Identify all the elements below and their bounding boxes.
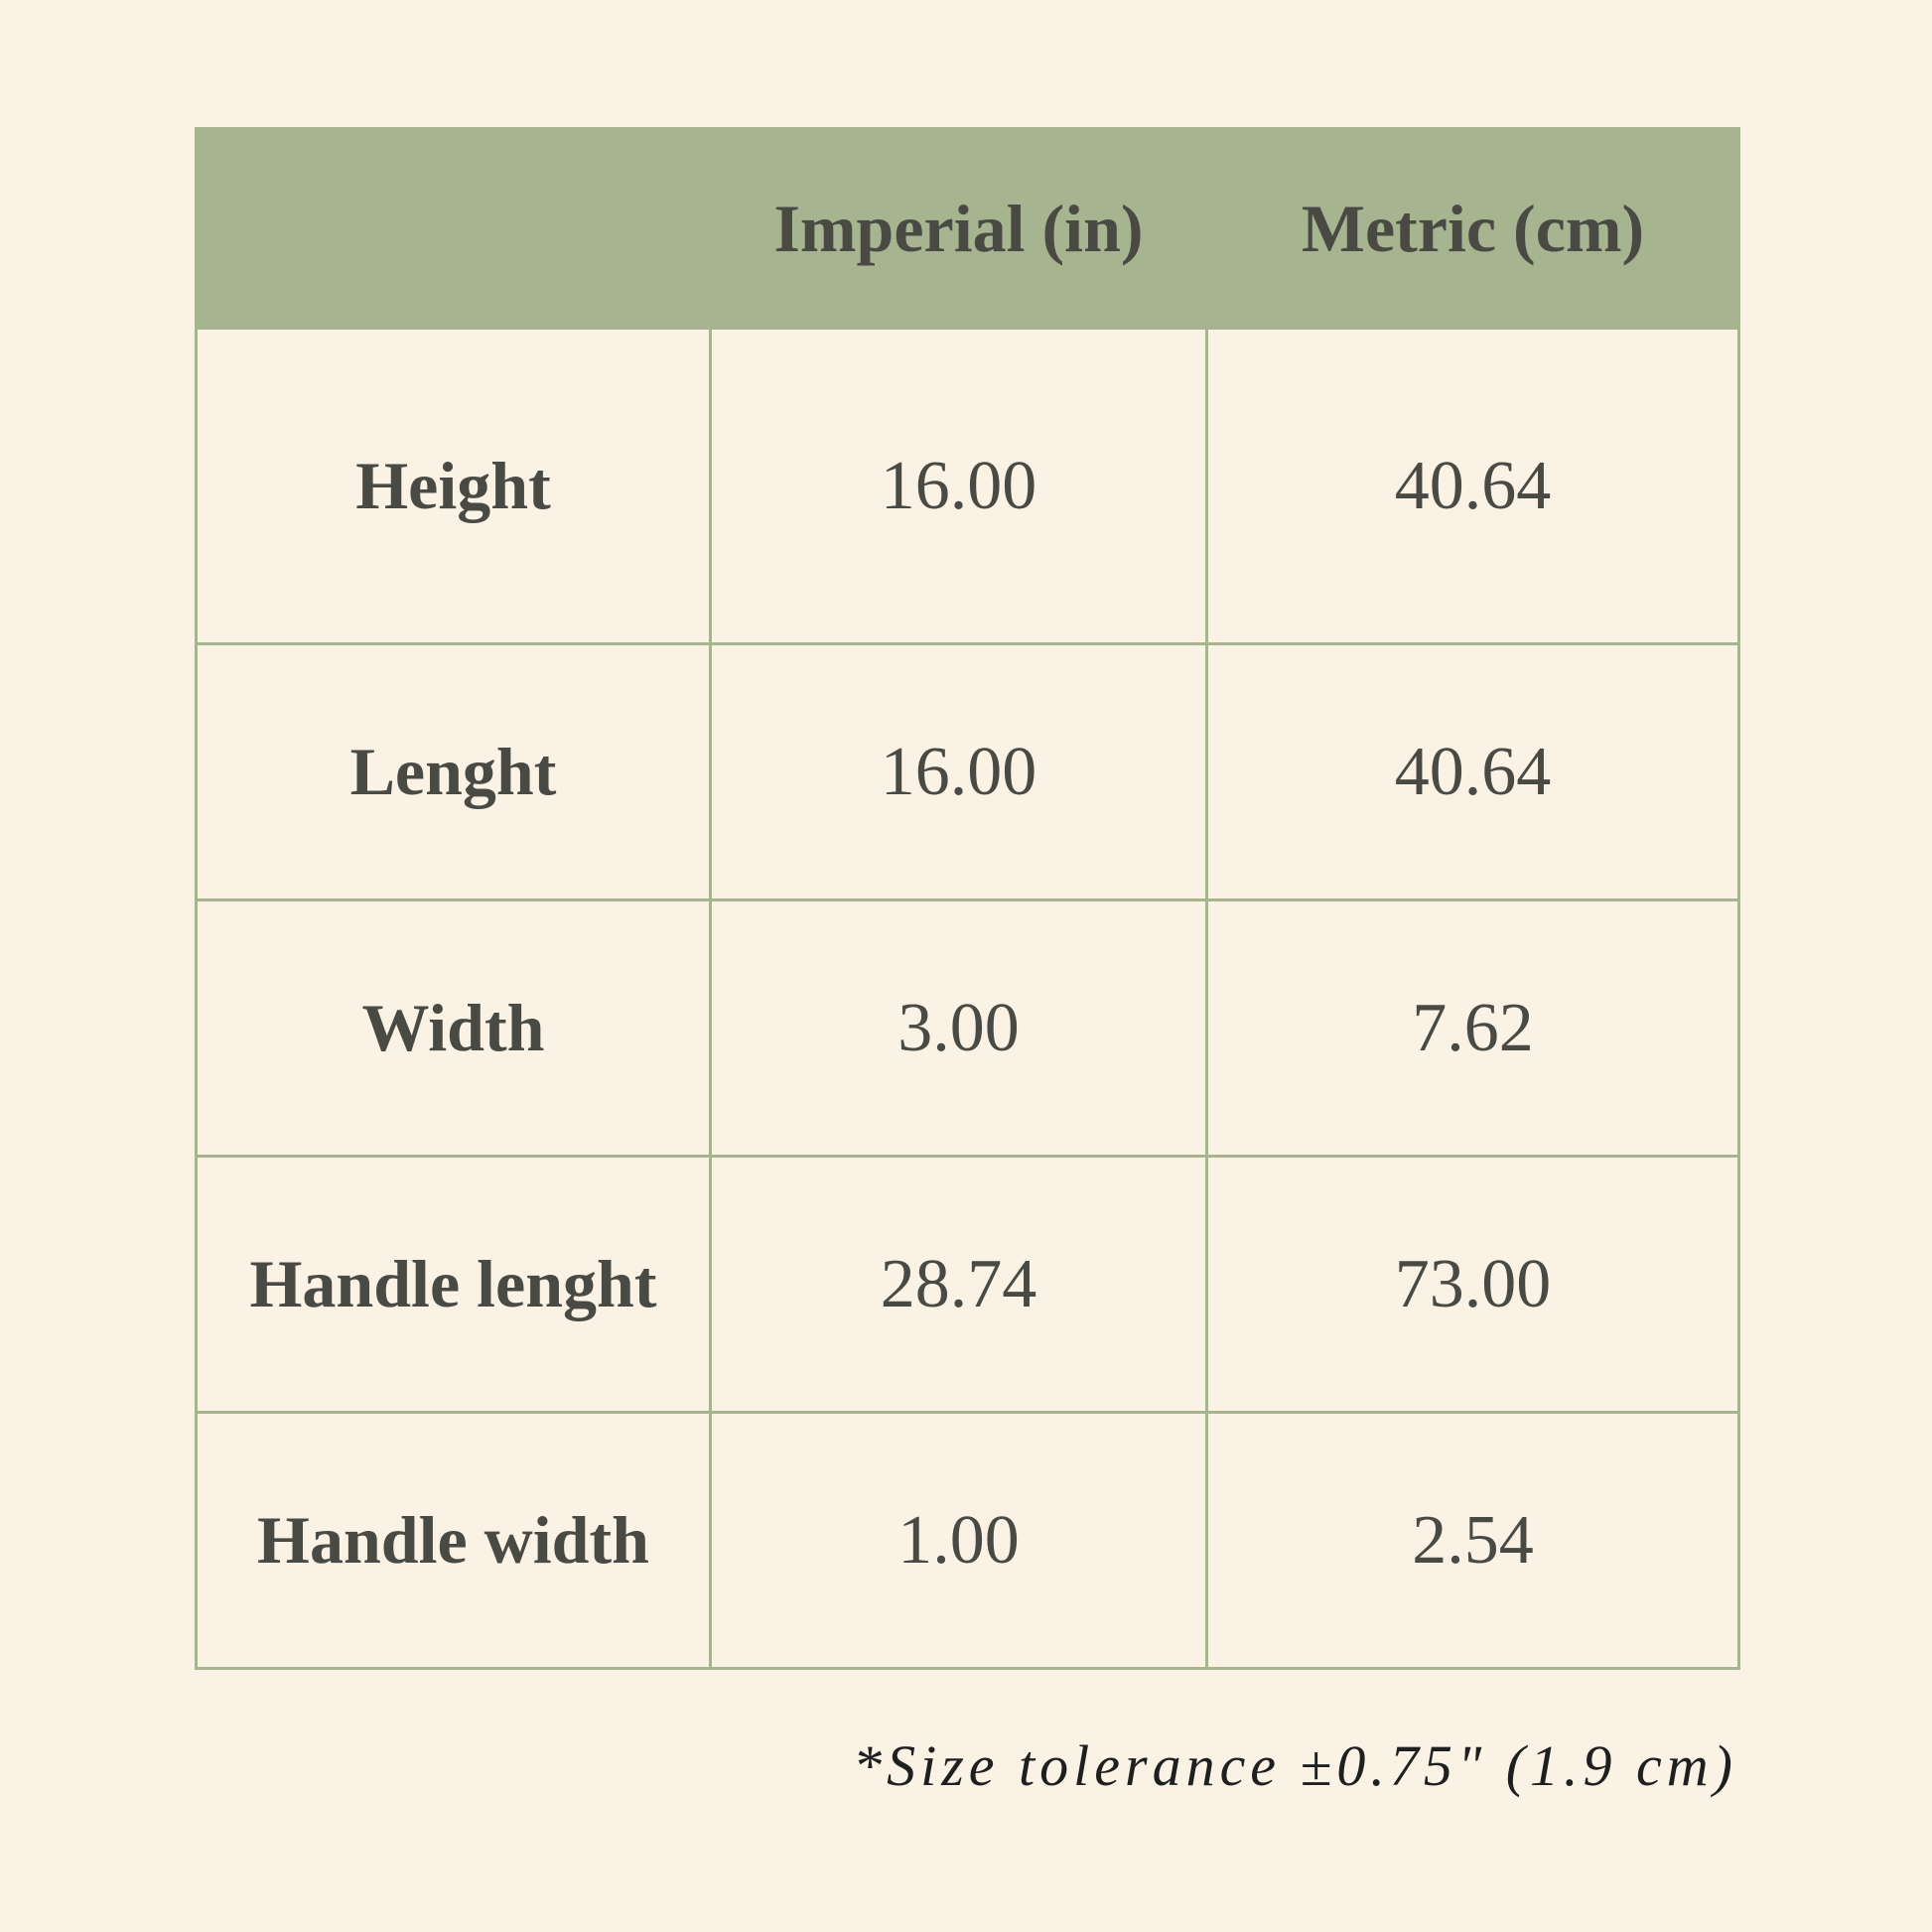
row-label: Height [195, 327, 712, 645]
metric-value: 40.64 [1205, 642, 1740, 901]
header-row: Imperial (in) Metric (cm) [195, 127, 1740, 330]
metric-value: 40.64 [1205, 327, 1740, 645]
size-tolerance-note: *Size tolerance ±0.75" (1.9 cm) [853, 1733, 1737, 1798]
metric-value: 7.62 [1205, 898, 1740, 1158]
table-row: Width 3.00 7.62 [195, 898, 1740, 1158]
row-label: Lenght [195, 642, 712, 901]
row-label: Handle width [195, 1411, 712, 1670]
table-row: Handle width 1.00 2.54 [195, 1411, 1740, 1670]
imperial-value: 3.00 [709, 898, 1208, 1158]
size-table: Imperial (in) Metric (cm) Height 16.00 4… [195, 127, 1740, 1670]
table-row: Handle lenght 28.74 73.00 [195, 1155, 1740, 1414]
header-empty [195, 127, 712, 330]
header-metric: Metric (cm) [1205, 127, 1740, 330]
metric-value: 2.54 [1205, 1411, 1740, 1670]
imperial-value: 16.00 [709, 642, 1208, 901]
metric-value: 73.00 [1205, 1155, 1740, 1414]
table-row: Height 16.00 40.64 [195, 327, 1740, 645]
row-label: Width [195, 898, 712, 1158]
header-imperial: Imperial (in) [709, 127, 1208, 330]
imperial-value: 1.00 [709, 1411, 1208, 1670]
imperial-value: 28.74 [709, 1155, 1208, 1414]
row-label: Handle lenght [195, 1155, 712, 1414]
imperial-value: 16.00 [709, 327, 1208, 645]
table-row: Lenght 16.00 40.64 [195, 642, 1740, 901]
